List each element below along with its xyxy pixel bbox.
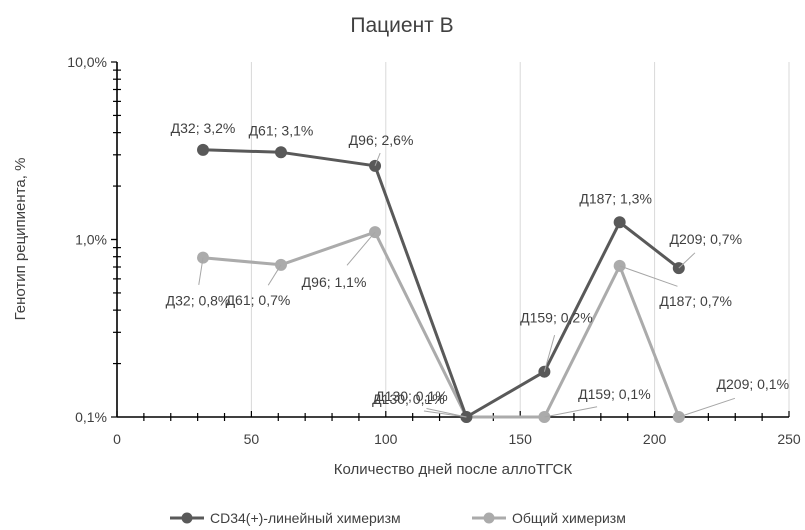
axes: 0,1% 1,0% 10,0% 0 50 100 150 200 250 (67, 54, 801, 447)
legend-marker (483, 512, 495, 524)
chart-title: Пациент В (350, 14, 453, 37)
data-label: Д187; 1,3% (579, 190, 652, 206)
y-axis-title: Генотип реципиента, % (12, 158, 29, 321)
data-label: Д96; 1,1% (302, 274, 367, 290)
x-tick-label: 50 (244, 431, 260, 447)
data-point (197, 143, 210, 156)
label-leader-line (346, 231, 376, 266)
data-label: Д209; 0,7% (670, 231, 743, 247)
legend: CD34(+)-линейный химеризм Общий химеризм (170, 510, 626, 526)
x-tick-label: 100 (374, 431, 398, 447)
y-tick-label: 0,1% (75, 409, 107, 425)
data-label: Д61; 3,1% (249, 122, 314, 138)
data-label: Д187; 0,7% (659, 293, 732, 309)
x-tick-label: 250 (777, 431, 801, 447)
y-tick-label: 10,0% (67, 54, 107, 70)
label-leader-line (543, 335, 556, 372)
label-leader-line (267, 264, 282, 286)
data-labels: Д32; 3,2% Д61; 3,1% Д96; 2,6% Д130; 0,1% Д15… (166, 120, 790, 418)
data-label: Д96; 2,6% (349, 132, 414, 148)
label-leader-line (678, 397, 736, 418)
data-label: Д130; 0,1% (375, 388, 448, 404)
label-leader-line (198, 257, 204, 285)
data-label: Д209; 0,1% (717, 376, 790, 392)
legend-label: CD34(+)-линейный химеризм (210, 510, 401, 526)
label-leader-line (619, 265, 678, 287)
label-leader-line (423, 410, 467, 418)
x-tick-label: 0 (113, 431, 121, 447)
data-point (613, 216, 626, 229)
data-label: Д32; 0,8% (166, 293, 231, 309)
x-axis-title: Количество дней после аллоТГСК (334, 461, 573, 478)
legend-label: Общий химеризм (512, 510, 626, 526)
data-label: Д159; 0,1% (578, 386, 651, 402)
data-label: Д32; 3,2% (171, 120, 236, 136)
label-leader-line (374, 152, 381, 167)
y-tick-label: 1,0% (75, 232, 107, 248)
x-tick-label: 200 (643, 431, 667, 447)
data-point (274, 146, 287, 159)
label-leader-line (544, 406, 598, 418)
label-leader-line (678, 252, 696, 269)
data-label: Д159; 0,2% (520, 310, 593, 326)
data-label: Д130; 0,1% (372, 391, 445, 407)
series (197, 143, 685, 423)
data-label: Д61; 0,7% (226, 292, 291, 308)
legend-marker (181, 512, 193, 524)
x-tick-label: 150 (509, 431, 533, 447)
